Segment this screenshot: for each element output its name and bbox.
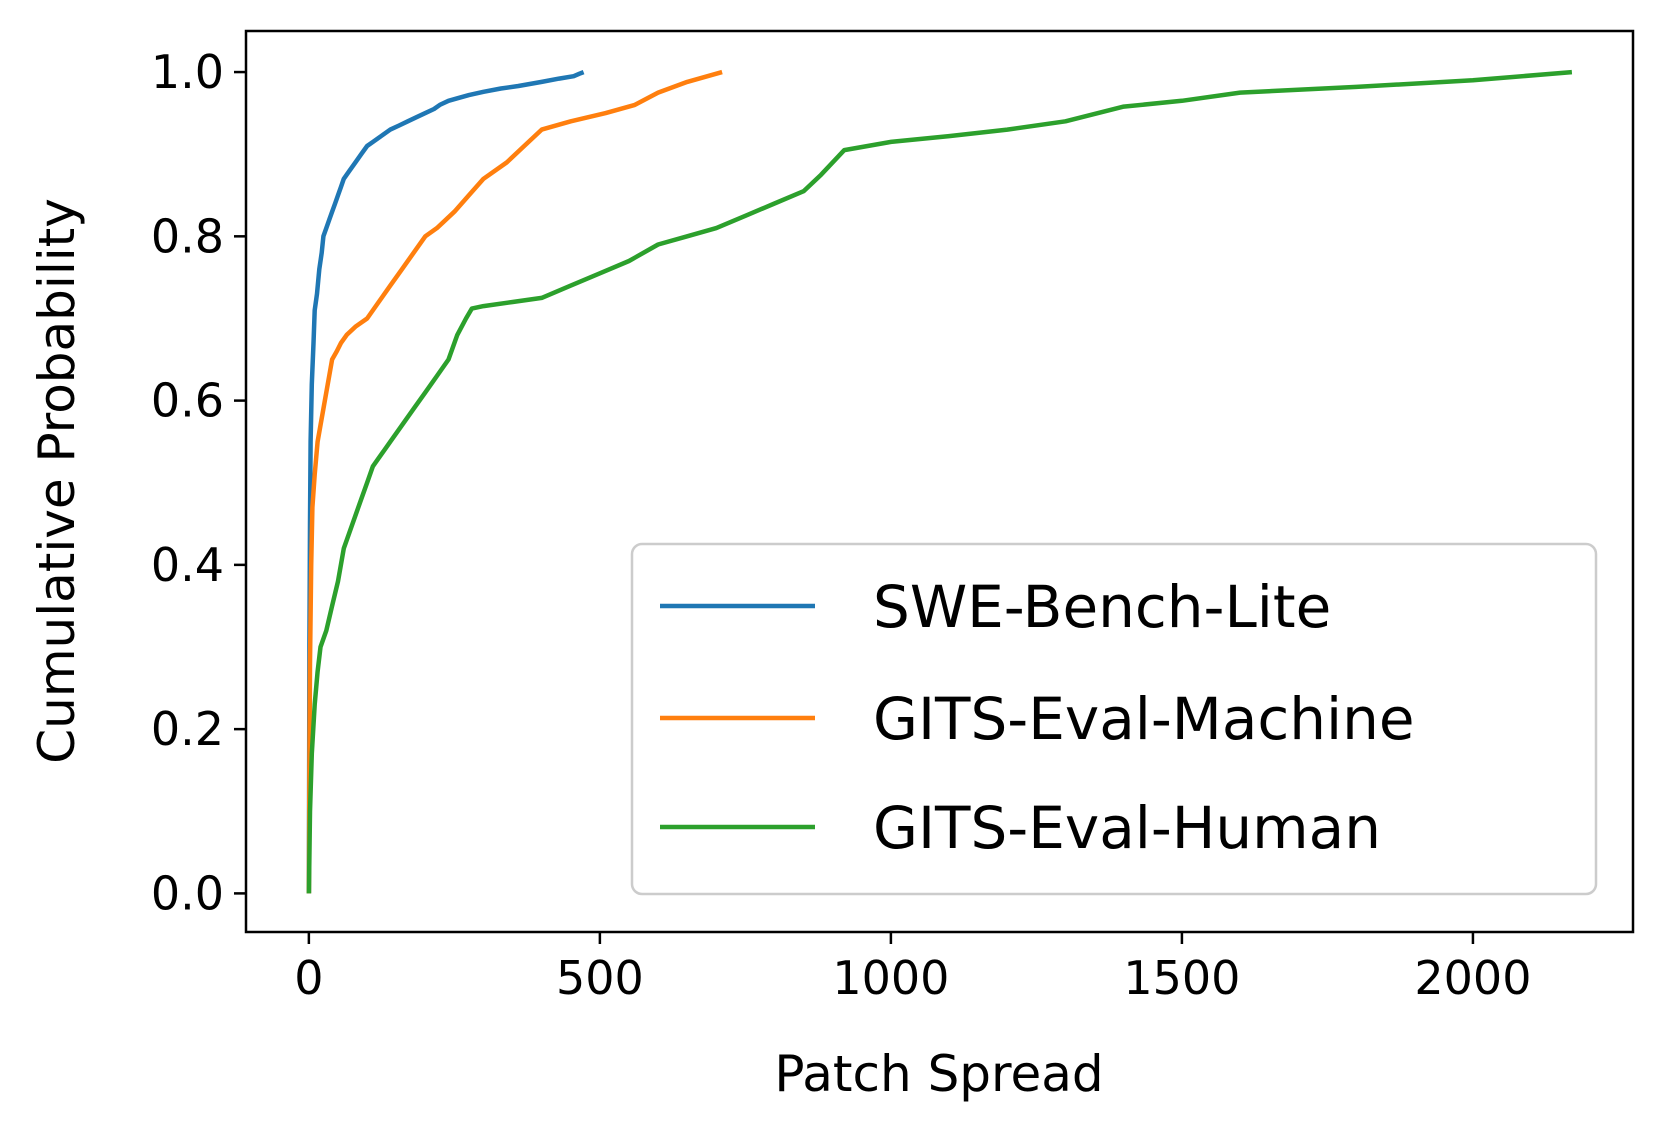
x-tick-label: 0 xyxy=(294,951,323,1005)
y-tick-label: 0.2 xyxy=(151,702,224,756)
x-tick-label: 1500 xyxy=(1123,951,1240,1005)
series-line-1 xyxy=(306,70,585,894)
y-tick-label: 1.0 xyxy=(151,45,224,99)
series-layer xyxy=(306,69,1573,894)
legend-label-3: GITS-Eval-Human xyxy=(873,794,1381,862)
legend-label-1: SWE-Bench-Lite xyxy=(873,573,1331,641)
x-tick-label: 2000 xyxy=(1414,951,1531,1005)
series-line-3 xyxy=(306,69,1573,894)
series-line-2 xyxy=(306,69,723,894)
plot-area xyxy=(244,29,1635,934)
x-ticks: 0 500 1000 1500 2000 xyxy=(294,932,1531,1005)
x-axis-label: Patch Spread xyxy=(774,1045,1103,1103)
y-tick-label: 0.4 xyxy=(151,538,224,592)
legend-label-2: GITS-Eval-Machine xyxy=(873,685,1415,753)
x-tick-label: 1000 xyxy=(832,951,949,1005)
legend-box xyxy=(630,542,1598,896)
axes-frame xyxy=(244,29,1635,934)
x-tick-label: 500 xyxy=(556,951,644,1005)
y-tick-label: 0.0 xyxy=(151,866,224,920)
y-ticks: 0.0 0.2 0.4 0.6 0.8 1.0 xyxy=(151,45,246,920)
y-tick-label: 0.8 xyxy=(151,209,224,263)
y-axis-label: Cumulative Probability xyxy=(28,198,86,764)
legend: SWE-Bench-Lite GITS-Eval-Machine GITS-Eval… xyxy=(630,542,1598,896)
y-tick-label: 0.6 xyxy=(151,374,224,428)
legend-entries: SWE-Bench-Lite GITS-Eval-Machine GITS-Eval… xyxy=(660,573,1415,862)
